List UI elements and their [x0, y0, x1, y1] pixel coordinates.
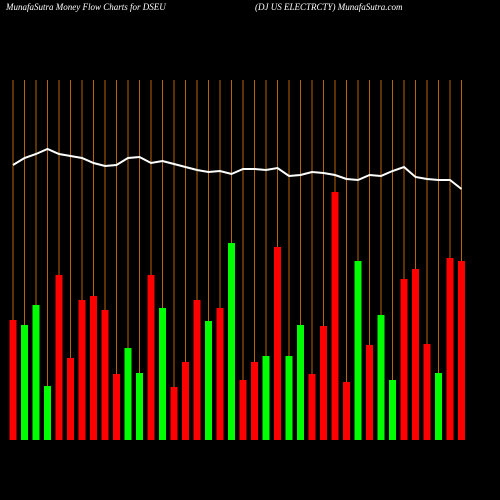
bar [124, 348, 132, 440]
bar [32, 305, 40, 440]
bar [216, 308, 224, 440]
bar [423, 344, 431, 440]
bar [320, 326, 327, 440]
bar [113, 374, 120, 440]
bar [136, 373, 143, 440]
bar [78, 300, 86, 440]
bar [389, 380, 396, 440]
chart-subtitle: (DJ US ELECTRCTY) MunafaSutra.com [255, 2, 403, 12]
bar [159, 308, 166, 440]
bar [343, 382, 350, 440]
bar [239, 380, 247, 440]
bar [21, 325, 28, 440]
bar [285, 356, 293, 440]
bar [377, 315, 385, 440]
bar [435, 373, 442, 440]
bar [55, 275, 63, 440]
bar [182, 362, 189, 440]
chart-title: MunafaSutra Money Flow Charts for DSEU [5, 2, 166, 12]
bar [297, 325, 304, 440]
bar [400, 279, 408, 440]
bar [228, 243, 235, 440]
bar [354, 261, 362, 440]
bar [308, 374, 316, 440]
bar [170, 387, 178, 440]
bar [274, 247, 281, 440]
bar [147, 275, 155, 440]
bar [262, 356, 270, 440]
bar [90, 296, 97, 440]
bar [101, 310, 109, 440]
bar [446, 258, 454, 440]
bar [366, 345, 373, 440]
bar [205, 321, 212, 440]
bar [193, 300, 201, 440]
bar [331, 192, 339, 440]
bar [44, 386, 51, 440]
bar [67, 358, 74, 440]
bar [251, 362, 258, 440]
bar [458, 261, 465, 440]
bar [412, 269, 419, 440]
price-line [12, 147, 463, 190]
bar [9, 320, 17, 440]
